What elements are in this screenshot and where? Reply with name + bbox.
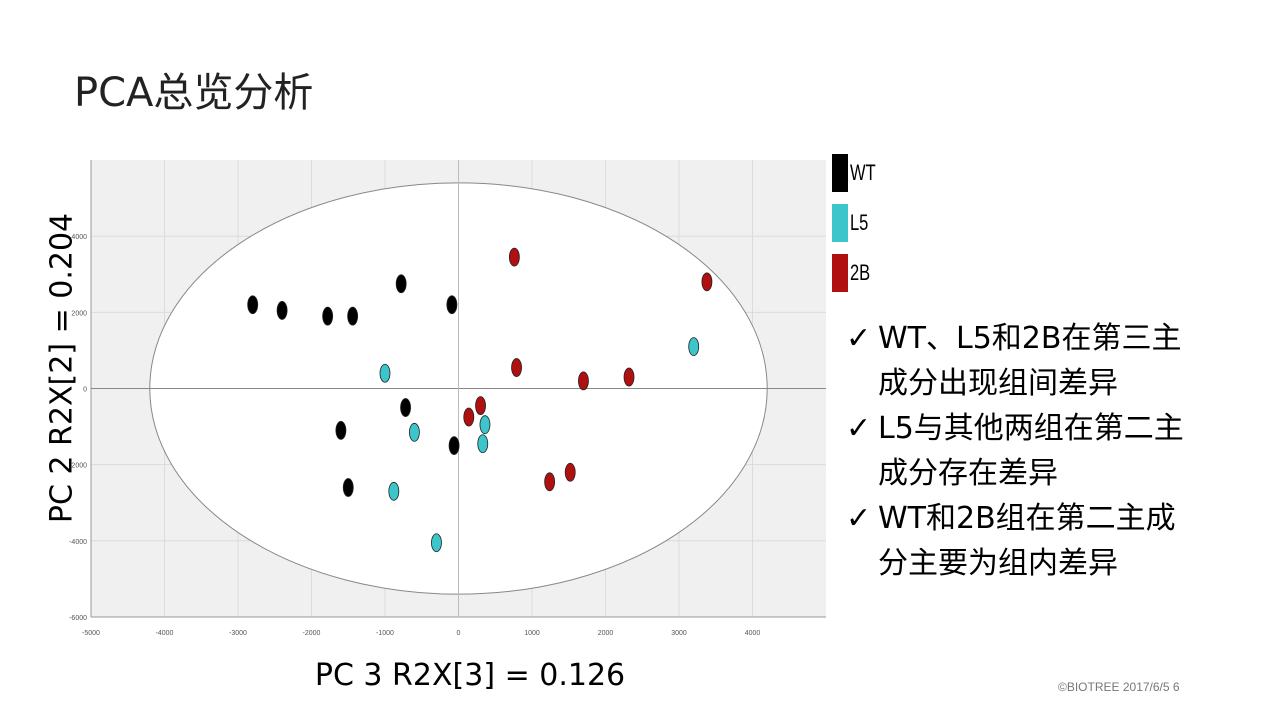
x-tick-label: 4000 <box>745 630 761 637</box>
legend-item-2b: 2B <box>832 254 877 292</box>
data-point-l5 <box>479 415 491 435</box>
conclusion-text: 成分出现组间差异 <box>878 366 1118 401</box>
check-icon: ✓ <box>846 411 872 446</box>
data-point-wt <box>276 301 288 320</box>
data-point-2b <box>475 396 486 416</box>
y-tick-label: 2000 <box>71 310 87 317</box>
data-points <box>247 247 713 553</box>
conclusion-item: ✓ WT、L5和2B在第三主 成分出现组间差异 <box>846 316 1266 406</box>
legend-label-2b: 2B <box>850 260 871 285</box>
y-tick-label: 4000 <box>71 234 87 241</box>
legend-item-l5: L5 <box>832 204 874 242</box>
legend-swatch-2b <box>832 254 848 292</box>
y-axis-label: PC 2 R2X[2] = 0.204 <box>44 212 80 524</box>
x-tick-label: -3000 <box>229 630 247 637</box>
x-tick-label: 1000 <box>524 630 540 637</box>
data-point-2b <box>463 407 475 427</box>
data-point-2b <box>564 462 576 482</box>
data-point-2b <box>508 247 520 267</box>
data-point-wt <box>342 478 354 497</box>
data-point-wt <box>446 295 458 315</box>
conclusion-text: WT和2B组在第二主成 <box>878 501 1176 536</box>
data-point-wt <box>400 398 411 417</box>
data-point-2b <box>511 358 522 377</box>
y-tick-label: -4000 <box>69 539 87 546</box>
data-point-l5 <box>431 533 442 553</box>
conclusion-text: WT、L5和2B在第三主 <box>878 321 1182 356</box>
conclusion-text: 成分存在差异 <box>878 456 1058 491</box>
x-axis-label: PC 3 R2X[3] = 0.126 <box>314 658 626 693</box>
data-point-2b <box>701 272 713 292</box>
y-tick-label: -6000 <box>69 615 87 622</box>
data-point-2b <box>578 371 589 391</box>
y-tick-label: -2000 <box>69 463 87 470</box>
legend-swatch-wt <box>832 154 848 192</box>
zero-lines <box>91 160 826 617</box>
x-tick-label: 2000 <box>598 630 614 637</box>
x-tick-label: 0 <box>457 630 461 637</box>
data-point-wt <box>247 295 259 315</box>
legend-label-wt: WT <box>850 160 876 185</box>
data-point-wt <box>335 420 347 440</box>
x-tick-label: -2000 <box>303 630 321 637</box>
conclusion-text: L5与其他两组在第二主 <box>878 411 1184 446</box>
data-point-l5 <box>688 337 700 357</box>
check-icon: ✓ <box>846 501 872 536</box>
conclusion-text: 分主要为组内差异 <box>878 546 1118 581</box>
data-point-wt <box>322 306 334 326</box>
legend-item-wt: WT <box>832 154 884 192</box>
data-point-l5 <box>388 481 400 501</box>
x-tick-label: -4000 <box>156 630 174 637</box>
data-point-wt <box>448 436 460 456</box>
slide-title: PCA总览分析 <box>74 70 314 116</box>
data-point-l5 <box>408 422 420 442</box>
data-point-wt <box>395 274 407 294</box>
data-point-2b <box>544 472 556 492</box>
legend-label-l5: L5 <box>850 210 869 235</box>
y-tick-label: 0 <box>83 387 87 394</box>
conclusion-item: ✓ L5与其他两组在第二主 成分存在差异 <box>846 406 1266 496</box>
x-tick-label: -5000 <box>82 630 100 637</box>
legend-swatch-l5 <box>832 204 848 242</box>
data-point-2b <box>623 367 635 387</box>
data-point-wt <box>347 306 359 326</box>
conclusion-item: ✓ WT和2B组在第二主成 分主要为组内差异 <box>846 496 1266 586</box>
x-tick-label: 3000 <box>671 630 687 637</box>
data-point-l5 <box>477 434 489 454</box>
x-tick-label: -1000 <box>376 630 394 637</box>
data-point-l5 <box>379 363 391 383</box>
check-icon: ✓ <box>846 321 872 356</box>
conclusion-list: ✓ WT、L5和2B在第三主 成分出现组间差异 ✓ L5与其他两组在第二主 成分存在… <box>846 316 1266 586</box>
footer-copyright: ©BIOTREE 2017/6/5 6 <box>1058 680 1180 694</box>
